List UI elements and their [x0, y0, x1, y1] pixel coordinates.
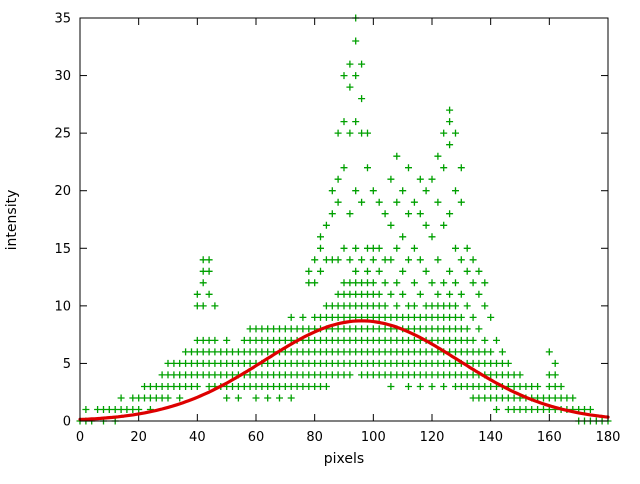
plot-border [79, 17, 609, 422]
x-tick-label: 180 [596, 430, 621, 445]
x-tick-label: 60 [248, 430, 265, 445]
y-tick-labels: 0 5 10 15 20 25 30 35 [54, 12, 71, 430]
x-tick-label: 20 [130, 430, 147, 445]
y-tick-label: 5 [63, 357, 71, 372]
x-tick-label: 0 [76, 430, 84, 445]
x-tick-label: 140 [478, 430, 503, 445]
scatter-points [76, 14, 612, 425]
tick-marks [79, 17, 609, 422]
y-tick-label: 20 [54, 184, 71, 199]
y-tick-label: 10 [54, 299, 71, 314]
y-tick-label: 25 [54, 127, 71, 142]
x-tick-label: 40 [189, 430, 206, 445]
x-tick-label: 100 [361, 430, 386, 445]
y-tick-label: 0 [63, 415, 71, 430]
y-tick-label: 30 [54, 69, 71, 84]
y-tick-label: 35 [54, 12, 71, 27]
x-tick-labels: 0 20 40 60 80 100 120 140 160 180 [76, 430, 621, 445]
y-axis-title: intensity [4, 190, 20, 251]
gaussian-fit-curve [78, 319, 610, 422]
x-axis-title: pixels [324, 451, 364, 467]
y-tick-label: 15 [54, 242, 71, 257]
x-tick-label: 160 [537, 430, 562, 445]
x-tick-label: 120 [420, 430, 445, 445]
x-tick-label: 80 [306, 430, 323, 445]
